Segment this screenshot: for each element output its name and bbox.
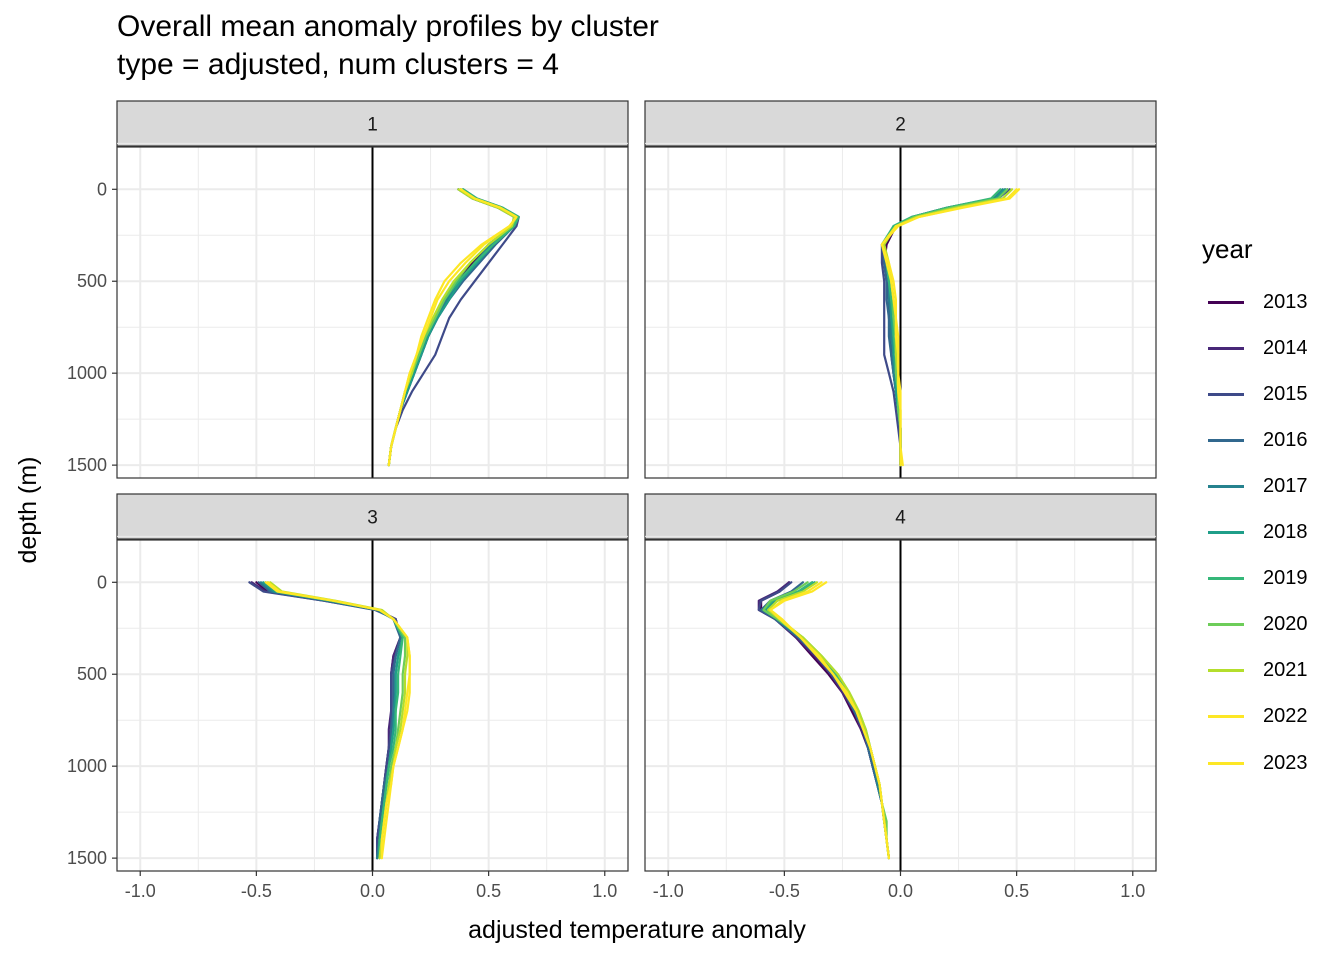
facet-strip-label: 2 [895, 115, 906, 136]
legend-title: year [1202, 234, 1253, 264]
panel-1: 1 0 500 1000 1500 [67, 100, 629, 479]
legend-label: 2023 [1263, 751, 1308, 774]
x-axis-label: adjusted temperature anomaly [468, 916, 806, 944]
legend-label: 2022 [1263, 705, 1308, 728]
x-tick-label: -0.5 [241, 881, 272, 901]
legend-item-2016: 2016 [1208, 428, 1308, 452]
facet-strip [644, 493, 1157, 540]
y-tick-label: 1500 [67, 848, 107, 868]
panel-4: 4 -1.0 -0.5 0.0 0.5 1.0 [644, 493, 1157, 901]
y-tick-label: 0 [97, 179, 107, 199]
facet-strip [116, 100, 629, 147]
chart-subtitle: type = adjusted, num clusters = 4 [117, 48, 559, 81]
legend-label: 2019 [1263, 567, 1308, 590]
panel-border [644, 146, 1157, 479]
panel-2: 2 [644, 100, 1157, 479]
chart-title: Overall mean anomaly profiles by cluster [117, 10, 659, 43]
legend-item-2023: 2023 [1208, 751, 1308, 775]
legend-label: 2021 [1263, 659, 1308, 682]
y-tick-label: 0 [97, 572, 107, 592]
legend-swatch [1208, 484, 1244, 488]
facet-strip-label: 1 [367, 115, 378, 136]
x-tick-label: 0.5 [476, 881, 501, 901]
legend-item-2022: 2022 [1208, 705, 1308, 729]
legend-label: 2020 [1263, 613, 1308, 636]
legend-label: 2017 [1263, 474, 1308, 497]
legend-label: 2015 [1263, 382, 1308, 405]
x-tick-label: -1.0 [653, 881, 684, 901]
facet-strip [116, 493, 629, 540]
y-tick-label: 1500 [67, 455, 107, 475]
y-tick-label: 500 [77, 271, 107, 291]
y-tick-label: 1000 [67, 756, 107, 776]
legend-label: 2014 [1263, 336, 1308, 359]
legend-item-2018: 2018 [1208, 521, 1308, 545]
x-tick-label: -0.5 [769, 881, 800, 901]
legend-item-2015: 2015 [1208, 382, 1308, 406]
x-tick-label: 1.0 [592, 881, 617, 901]
panel-3: 3 0 500 1000 1500 -1.0 -0.5 0.0 0.5 1.0 [67, 493, 629, 901]
series-line-2023 [880, 188, 1021, 467]
x-tick-label: 0.0 [360, 881, 385, 901]
x-tick-label: 1.0 [1120, 881, 1145, 901]
legend-swatch [1208, 761, 1244, 765]
x-tick-label: 0.5 [1004, 881, 1029, 901]
legend-swatch [1208, 531, 1244, 534]
legend-item-2017: 2017 [1208, 474, 1308, 498]
legend-swatch [1208, 300, 1244, 304]
legend-item-2013: 2013 [1208, 290, 1308, 314]
legend-item-2014: 2014 [1208, 336, 1308, 360]
legend-label: 2016 [1263, 428, 1308, 451]
legend-item-2021: 2021 [1208, 659, 1308, 683]
legend-label: 2018 [1263, 521, 1308, 543]
legend-label: 2013 [1263, 290, 1308, 313]
legend-swatch [1208, 346, 1244, 350]
series-line-2023 [387, 188, 518, 467]
facet-strip-label: 3 [367, 508, 378, 529]
legend-item-2020: 2020 [1208, 613, 1308, 637]
facet-strip [644, 100, 1157, 147]
legend-swatch [1208, 623, 1244, 627]
y-axis-label: depth (m) [14, 457, 42, 564]
legend-swatch [1208, 669, 1244, 673]
series-line-2023 [266, 581, 411, 860]
series-line-2023 [769, 581, 891, 860]
legend-swatch [1208, 438, 1244, 442]
legend-item-2019: 2019 [1208, 567, 1308, 591]
legend-swatch [1208, 715, 1244, 719]
x-tick-label: -1.0 [125, 881, 156, 901]
x-tick-label: 0.0 [888, 881, 913, 901]
facet-strip-label: 4 [895, 508, 906, 529]
legend-swatch [1208, 577, 1244, 581]
legend-swatch [1208, 392, 1244, 396]
panel-border [116, 146, 629, 479]
y-tick-label: 500 [77, 664, 107, 684]
y-tick-label: 1000 [67, 363, 107, 383]
